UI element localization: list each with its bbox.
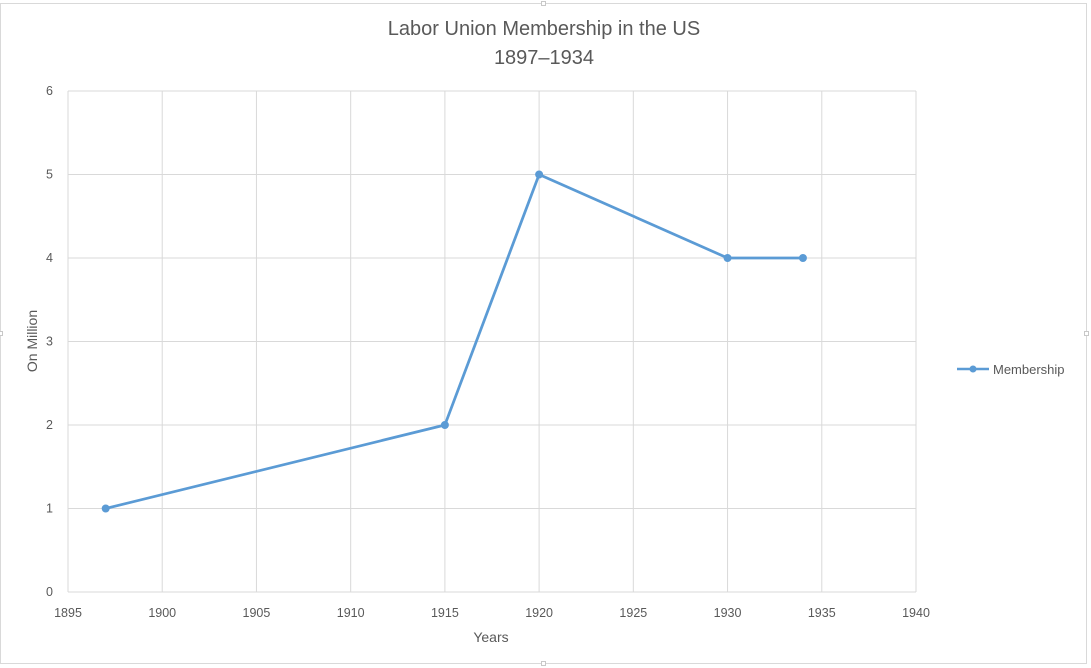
x-tick-label-1930: 1930 bbox=[714, 606, 742, 620]
x-tick-label-1925: 1925 bbox=[619, 606, 647, 620]
data-point-1920[interactable] bbox=[535, 170, 544, 179]
data-point-1930[interactable] bbox=[723, 254, 732, 262]
y-tick-label-3: 3 bbox=[46, 335, 53, 349]
x-axis-title[interactable]: Years bbox=[473, 629, 508, 645]
data-point-1897[interactable] bbox=[101, 504, 110, 513]
y-tick-label-2: 2 bbox=[46, 418, 53, 432]
y-tick-label-4: 4 bbox=[46, 251, 53, 265]
y-tick-label-0: 0 bbox=[46, 585, 53, 599]
x-tick-label-1905: 1905 bbox=[243, 606, 271, 620]
x-tick-label-1920: 1920 bbox=[525, 606, 553, 620]
y-tick-label-5: 5 bbox=[46, 168, 53, 182]
tick-labels: 1895 1900 1905 1910 1915 1920 1925 1930 1935 1940… bbox=[46, 84, 930, 620]
gridlines bbox=[67, 90, 917, 593]
chart-title[interactable]: Labor Union Membership in the US bbox=[388, 18, 700, 40]
x-tick-label-1900: 1900 bbox=[148, 606, 176, 620]
data-point-1934[interactable] bbox=[798, 254, 807, 262]
x-tick-label-1910: 1910 bbox=[337, 606, 365, 620]
x-tick-label-1895: 1895 bbox=[54, 606, 82, 620]
resize-handle-top[interactable] bbox=[541, 1, 546, 6]
x-tick-label-1940: 1940 bbox=[902, 606, 930, 620]
x-tick-label-1915: 1915 bbox=[431, 606, 459, 620]
resize-handle-right[interactable] bbox=[1084, 331, 1089, 336]
chart-subtitle[interactable]: 1897–1934 bbox=[494, 47, 594, 69]
y-tick-label-6: 6 bbox=[46, 84, 53, 98]
resize-handle-left[interactable] bbox=[0, 331, 3, 336]
x-tick-label-1935: 1935 bbox=[808, 606, 836, 620]
legend-label-membership: Membership bbox=[993, 362, 1065, 377]
data-point-1915[interactable] bbox=[440, 421, 449, 429]
resize-handle-bottom[interactable] bbox=[541, 661, 546, 666]
y-axis-title[interactable]: On Million bbox=[24, 310, 40, 372]
legend-marker-membership bbox=[969, 365, 977, 373]
legend[interactable]: Membership bbox=[957, 362, 1065, 377]
series-membership[interactable] bbox=[101, 170, 807, 513]
y-tick-label-1: 1 bbox=[46, 502, 53, 516]
